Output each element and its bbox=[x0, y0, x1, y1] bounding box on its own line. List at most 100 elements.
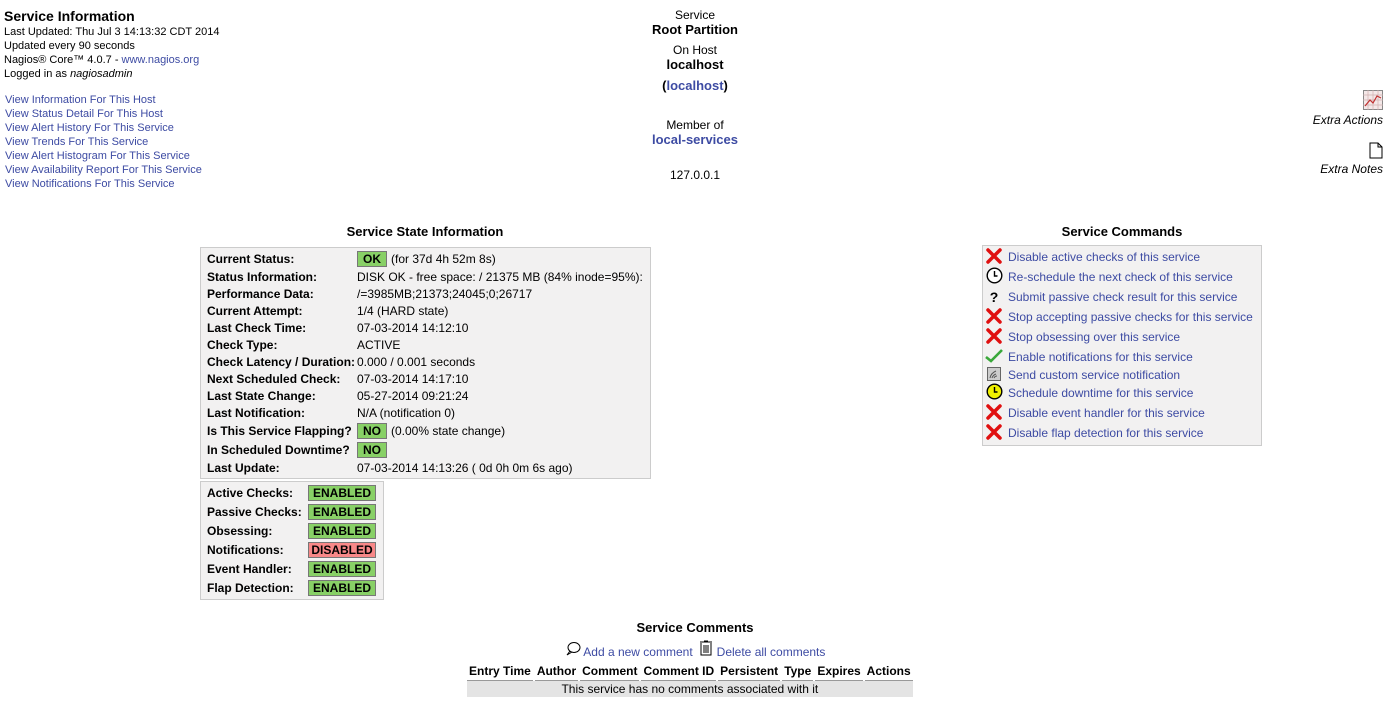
command-item[interactable]: Re-schedule the next check of this servi… bbox=[983, 267, 1261, 287]
command-link[interactable]: Stop obsessing over this service bbox=[1008, 330, 1181, 344]
column-header: Type bbox=[782, 662, 814, 681]
command-item[interactable]: Send custom service notification bbox=[983, 366, 1261, 383]
state-row: Last State Change: 05-27-2014 09:21:24 bbox=[201, 387, 650, 404]
page-title: Service Information bbox=[4, 8, 135, 24]
feature-label: Passive Checks: bbox=[207, 504, 302, 519]
state-value: N/A (notification 0) bbox=[357, 405, 456, 420]
column-header: Comment bbox=[580, 662, 640, 681]
state-label: Check Type: bbox=[207, 337, 278, 352]
feature-label: Obsessing: bbox=[207, 523, 273, 538]
feature-status-badge: ENABLED bbox=[308, 579, 376, 596]
nav-link[interactable]: View Status Detail For This Host bbox=[5, 108, 163, 120]
nav-link[interactable]: View Availability Report For This Servic… bbox=[5, 164, 202, 176]
question-icon: ? bbox=[989, 289, 999, 305]
column-header: Persistent bbox=[718, 662, 781, 681]
feature-row: Obsessing: ENABLED bbox=[201, 521, 383, 540]
state-label: Last Notification: bbox=[207, 405, 305, 420]
state-value: 07-03-2014 14:13:26 ( 0d 0h 0m 6s ago) bbox=[357, 460, 573, 475]
command-link[interactable]: Send custom service notification bbox=[1008, 368, 1181, 382]
command-link[interactable]: Disable flap detection for this service bbox=[1008, 426, 1204, 440]
service-features-table: Active Checks: ENABLED Passive Checks: ENAB… bbox=[200, 481, 384, 600]
state-value: 05-27-2014 09:21:24 bbox=[357, 388, 469, 403]
extra-actions-link[interactable]: Extra Actions bbox=[1313, 90, 1383, 127]
command-link[interactable]: Schedule downtime for this service bbox=[1008, 386, 1194, 400]
graph-icon bbox=[1363, 90, 1383, 110]
add-comment-link[interactable]: Add a new comment bbox=[583, 645, 693, 659]
comment-bubble-icon bbox=[566, 642, 581, 656]
state-section-title: Service State Information bbox=[346, 224, 504, 239]
command-link[interactable]: Disable active checks of this service bbox=[1008, 250, 1201, 264]
feature-status-badge: ENABLED bbox=[308, 503, 376, 520]
command-link[interactable]: Re-schedule the next check of this servi… bbox=[1008, 270, 1233, 284]
clock-icon bbox=[983, 267, 1005, 287]
command-link[interactable]: Submit passive check result for this ser… bbox=[1008, 290, 1238, 304]
nav-link[interactable]: View Alert Histogram For This Service bbox=[5, 150, 190, 162]
disable-x-icon bbox=[983, 423, 1005, 443]
state-value: 1/4 (HARD state) bbox=[357, 303, 449, 318]
state-label: Current Attempt: bbox=[207, 303, 303, 318]
state-label: Is This Service Flapping? bbox=[207, 423, 352, 438]
command-item[interactable]: Schedule downtime for this service bbox=[983, 383, 1261, 403]
command-item[interactable]: Stop obsessing over this service bbox=[983, 327, 1261, 347]
document-icon bbox=[1369, 142, 1383, 159]
feature-label: Notifications: bbox=[207, 542, 284, 557]
status-badge: NO bbox=[357, 422, 387, 439]
service-group-link[interactable]: local-services bbox=[651, 132, 738, 147]
nagios-link[interactable]: www.nagios.org bbox=[121, 54, 200, 66]
state-label: Last Update: bbox=[207, 460, 280, 475]
status-badge: OK bbox=[357, 250, 387, 267]
state-row: Current Attempt: 1/4 (HARD state) bbox=[201, 302, 650, 319]
state-value: ACTIVE bbox=[357, 337, 401, 352]
column-header: Comment ID bbox=[641, 662, 717, 681]
extra-notes-label: Extra Notes bbox=[1320, 162, 1383, 176]
command-link[interactable]: Disable event handler for this service bbox=[1008, 406, 1205, 420]
service-label: Service bbox=[674, 8, 715, 22]
state-label: Performance Data: bbox=[207, 286, 314, 301]
host-name: localhost bbox=[666, 57, 724, 72]
command-link[interactable]: Enable notifications for this service bbox=[1008, 350, 1193, 364]
feature-row: Event Handler: ENABLED bbox=[201, 559, 383, 578]
column-header: Entry Time bbox=[467, 662, 533, 681]
command-item[interactable]: Enable notifications for this service bbox=[983, 347, 1261, 367]
state-value: 07-03-2014 14:17:10 bbox=[357, 371, 469, 386]
feature-status-badge: ENABLED bbox=[308, 560, 376, 577]
host-alias-link[interactable]: localhost bbox=[666, 78, 724, 93]
state-row: Is This Service Flapping? NO (0.00% state … bbox=[201, 421, 650, 440]
feature-status-badge: DISABLED bbox=[308, 541, 376, 558]
nav-links: View Information For This Host View Statu… bbox=[5, 93, 202, 191]
extra-notes-link[interactable]: Extra Notes bbox=[1313, 142, 1383, 176]
state-value: DISK OK - free space: / 21375 MB (84% in… bbox=[357, 269, 643, 284]
state-label: Last State Change: bbox=[207, 388, 316, 403]
state-row: Status Information: DISK OK - free space:… bbox=[201, 268, 650, 285]
trash-icon bbox=[700, 640, 713, 656]
service-info-header: Service Information Last Updated: Thu Ju… bbox=[4, 8, 219, 81]
state-row: Check Latency / Duration: 0.000 / 0.001 s… bbox=[201, 353, 650, 370]
nav-link[interactable]: View Notifications For This Service bbox=[5, 178, 175, 190]
command-item[interactable]: Stop accepting passive checks for this s… bbox=[983, 307, 1261, 327]
status-badge: NO bbox=[357, 441, 387, 458]
delete-all-comments-link[interactable]: Delete all comments bbox=[716, 645, 826, 659]
nav-link[interactable]: View Alert History For This Service bbox=[5, 122, 174, 134]
feature-label: Active Checks: bbox=[207, 485, 294, 500]
extras: Extra Actions Extra Notes bbox=[1313, 90, 1383, 176]
column-header: Actions bbox=[864, 662, 913, 681]
extra-actions-label: Extra Actions bbox=[1312, 113, 1383, 127]
command-link[interactable]: Stop accepting passive checks for this s… bbox=[1008, 310, 1253, 324]
command-item[interactable]: ? Submit passive check result for this se… bbox=[983, 287, 1261, 307]
command-item[interactable]: Disable flap detection for this service bbox=[983, 423, 1261, 443]
nav-link[interactable]: View Trends For This Service bbox=[5, 136, 149, 148]
checkmark-icon bbox=[983, 348, 1005, 366]
state-value: (for 37d 4h 52m 8s) bbox=[391, 251, 496, 266]
feature-row: Active Checks: ENABLED bbox=[201, 483, 383, 502]
disable-x-icon bbox=[983, 403, 1005, 423]
feature-row: Flap Detection: ENABLED bbox=[201, 578, 383, 597]
state-row: Last Update: 07-03-2014 14:13:26 ( 0d 0h … bbox=[201, 459, 650, 476]
version: Nagios® Core™ 4.0.7 - bbox=[4, 54, 122, 66]
state-label: Status Information: bbox=[207, 269, 317, 284]
nav-link[interactable]: View Information For This Host bbox=[5, 94, 156, 106]
state-row: In Scheduled Downtime? NO bbox=[201, 440, 650, 459]
comments-section: Service Comments Add a new comment Delet… bbox=[467, 620, 923, 697]
state-row: Last Notification: N/A (notification 0) bbox=[201, 404, 650, 421]
command-item[interactable]: Disable active checks of this service bbox=[983, 247, 1261, 267]
command-item[interactable]: Disable event handler for this service bbox=[983, 403, 1261, 423]
